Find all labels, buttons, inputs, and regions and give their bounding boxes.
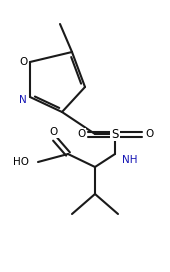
Text: HO: HO <box>13 157 29 167</box>
Text: O: O <box>50 127 58 137</box>
Text: O: O <box>19 57 27 67</box>
Text: NH: NH <box>122 155 138 165</box>
Text: S: S <box>111 128 119 141</box>
Text: N: N <box>19 95 27 105</box>
Text: O: O <box>145 129 153 139</box>
Text: O: O <box>77 129 85 139</box>
